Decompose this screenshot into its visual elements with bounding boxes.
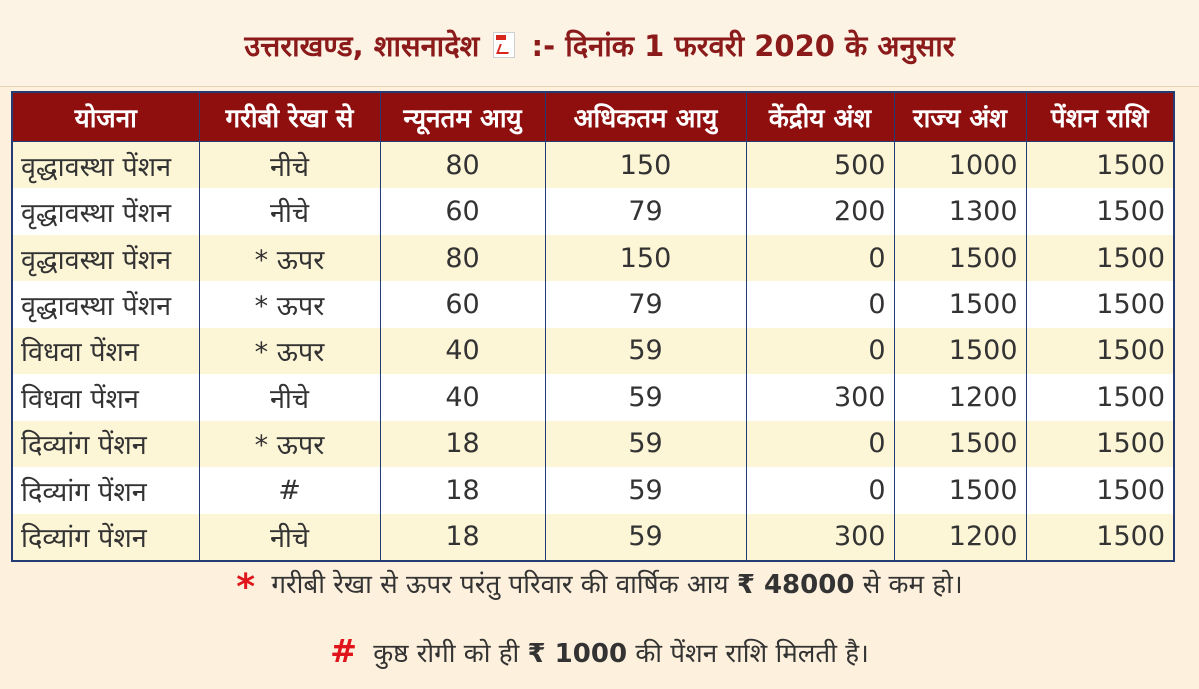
col-header-max-age: अधिकतम आयु	[544, 91, 747, 142]
footnote-leprosy: # कुष्ठ रोगी को ही ₹ 1000 की पेंशन राशि …	[0, 632, 1199, 670]
hash-marker: #	[330, 632, 357, 670]
cell-max-age: 59	[544, 374, 747, 421]
cell-state-share: 1200	[893, 513, 1027, 561]
cell-max-age: 150	[544, 141, 747, 189]
col-header-pension-amount: पेंशन राशि	[1025, 91, 1175, 142]
cell-scheme: वृद्धावस्था पेंशन	[11, 141, 200, 189]
cell-state-share: 1500	[893, 281, 1027, 328]
col-header-poverty-line: गरीबी रेखा से	[198, 91, 381, 142]
cell-min-age: 60	[379, 281, 546, 328]
cell-central-share: 0	[745, 327, 895, 375]
cell-max-age: 79	[544, 281, 747, 328]
cell-scheme: वृद्धावस्था पेंशन	[11, 234, 200, 282]
table-row: दिव्यांग पेंशन नीचे 18 59 300 1200 1500	[11, 513, 1175, 561]
pension-table: योजना गरीबी रेखा से न्यूनतम आयु अधिकतम आ…	[11, 91, 1175, 562]
cell-state-share: 1500	[893, 234, 1027, 282]
cell-pension-amount: 1500	[1025, 281, 1175, 328]
cell-max-age: 79	[544, 188, 747, 235]
col-header-central-share: केंद्रीय अंश	[745, 91, 895, 142]
table-row: दिव्यांग पेंशन * ऊपर 18 59 0 1500 1500	[11, 420, 1175, 468]
cell-scheme: वृद्धावस्था पेंशन	[11, 281, 200, 328]
table-row: वृद्धावस्था पेंशन * ऊपर 80 150 0 1500 15…	[11, 234, 1175, 282]
cell-max-age: 59	[544, 327, 747, 375]
cell-max-age: 59	[544, 513, 747, 561]
footnote-text: गरीबी रेखा से ऊपर परंतु परिवार की वार्षि…	[271, 570, 729, 600]
col-header-scheme: योजना	[11, 91, 200, 142]
cell-pension-amount: 1500	[1025, 234, 1175, 282]
cell-max-age: 59	[544, 467, 747, 514]
cell-state-share: 1500	[893, 327, 1027, 375]
cell-pension-amount: 1500	[1025, 188, 1175, 235]
income-limit-amount: ₹ 48000	[736, 570, 855, 600]
cell-pension-amount: 1500	[1025, 327, 1175, 375]
cell-central-share: 200	[745, 188, 895, 235]
cell-poverty-line: * ऊपर	[198, 234, 381, 282]
cell-scheme: वृद्धावस्था पेंशन	[11, 188, 200, 235]
cell-min-age: 40	[379, 327, 546, 375]
footnote-above-poverty: * गरीबी रेखा से ऊपर परंतु परिवार की वार्…	[0, 565, 1199, 608]
table-header-row: योजना गरीबी रेखा से न्यूनतम आयु अधिकतम आ…	[11, 91, 1175, 142]
col-header-min-age: न्यूनतम आयु	[379, 91, 546, 142]
col-header-state-share: राज्य अंश	[893, 91, 1027, 142]
cell-pension-amount: 1500	[1025, 374, 1175, 421]
cell-central-share: 0	[745, 420, 895, 468]
cell-state-share: 1500	[893, 420, 1027, 468]
cell-pension-amount: 1500	[1025, 420, 1175, 468]
cell-pension-amount: 1500	[1025, 467, 1175, 514]
cell-state-share: 1500	[893, 467, 1027, 514]
cell-central-share: 0	[745, 234, 895, 282]
table-row: वृद्धावस्था पेंशन नीचे 80 150 500 1000 1…	[11, 141, 1175, 189]
table-row: विधवा पेंशन नीचे 40 59 300 1200 1500	[11, 374, 1175, 421]
cell-min-age: 80	[379, 234, 546, 282]
table-row: विधवा पेंशन * ऊपर 40 59 0 1500 1500	[11, 327, 1175, 375]
cell-scheme: दिव्यांग पेंशन	[11, 467, 200, 514]
table-row: वृद्धावस्था पेंशन * ऊपर 60 79 0 1500 150…	[11, 281, 1175, 328]
cell-poverty-line: * ऊपर	[198, 281, 381, 328]
cell-min-age: 60	[379, 188, 546, 235]
pdf-file-icon[interactable]	[493, 32, 516, 58]
cell-poverty-line: नीचे	[198, 188, 381, 235]
cell-pension-amount: 1500	[1025, 513, 1175, 561]
cell-min-age: 18	[379, 467, 546, 514]
asterisk-marker: *	[236, 567, 256, 608]
page-title: उत्तराखण्ड, शासनादेश :- दिनांक 1 फरवरी 2…	[0, 26, 1199, 65]
title-state-order: उत्तराखण्ड, शासनादेश	[244, 29, 480, 63]
table-row: वृद्धावस्था पेंशन नीचे 60 79 200 1300 15…	[11, 188, 1175, 235]
cell-state-share: 1200	[893, 374, 1027, 421]
cell-poverty-line: नीचे	[198, 513, 381, 561]
footnote-suffix: की पेंशन राशि मिलती है।	[635, 639, 869, 669]
cell-central-share: 300	[745, 513, 895, 561]
cell-poverty-line: नीचे	[198, 141, 381, 189]
cell-max-age: 59	[544, 420, 747, 468]
cell-central-share: 0	[745, 281, 895, 328]
cell-poverty-line: नीचे	[198, 374, 381, 421]
cell-pension-amount: 1500	[1025, 141, 1175, 189]
cell-central-share: 0	[745, 467, 895, 514]
table-row: दिव्यांग पेंशन # 18 59 0 1500 1500	[11, 467, 1175, 514]
cell-scheme: विधवा पेंशन	[11, 374, 200, 421]
cell-poverty-line: * ऊपर	[198, 327, 381, 375]
cell-scheme: विधवा पेंशन	[11, 327, 200, 375]
cell-scheme: दिव्यांग पेंशन	[11, 420, 200, 468]
footnote-text: कुष्ठ रोगी को ही	[373, 639, 520, 669]
cell-central-share: 300	[745, 374, 895, 421]
cell-min-age: 18	[379, 420, 546, 468]
title-bar: उत्तराखण्ड, शासनादेश :- दिनांक 1 फरवरी 2…	[0, 0, 1199, 87]
cell-state-share: 1300	[893, 188, 1027, 235]
cell-max-age: 150	[544, 234, 747, 282]
cell-min-age: 40	[379, 374, 546, 421]
footnote-suffix: से कम हो।	[862, 570, 963, 600]
cell-poverty-line: * ऊपर	[198, 420, 381, 468]
cell-min-age: 80	[379, 141, 546, 189]
cell-min-age: 18	[379, 513, 546, 561]
cell-scheme: दिव्यांग पेंशन	[11, 513, 200, 561]
cell-state-share: 1000	[893, 141, 1027, 189]
title-date: :- दिनांक 1 फरवरी 2020 के अनुसार	[531, 29, 955, 63]
cell-poverty-line: #	[198, 467, 381, 514]
pension-amount-note: ₹ 1000	[527, 639, 628, 669]
cell-central-share: 500	[745, 141, 895, 189]
